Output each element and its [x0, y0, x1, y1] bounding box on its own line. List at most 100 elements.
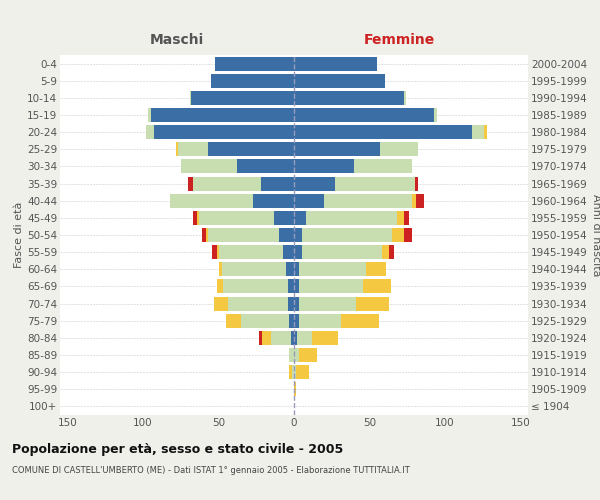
- Y-axis label: Anni di nascita: Anni di nascita: [592, 194, 600, 276]
- Bar: [181, 160, 236, 173]
- Bar: [288, 296, 294, 310]
- Bar: [283, 245, 294, 259]
- Bar: [294, 365, 296, 379]
- Bar: [412, 194, 416, 207]
- Bar: [262, 331, 271, 345]
- Bar: [294, 280, 299, 293]
- Bar: [291, 331, 294, 345]
- Bar: [297, 331, 312, 345]
- Bar: [294, 160, 355, 173]
- Bar: [289, 348, 294, 362]
- Bar: [271, 331, 291, 345]
- Bar: [356, 296, 389, 310]
- Text: COMUNE DI CASTELL'UMBERTO (ME) - Dati ISTAT 1° gennaio 2005 - Elaborazione TUTTI: COMUNE DI CASTELL'UMBERTO (ME) - Dati IS…: [12, 466, 410, 475]
- Bar: [211, 74, 294, 88]
- Bar: [294, 228, 302, 242]
- Bar: [341, 314, 379, 328]
- Bar: [199, 211, 274, 225]
- Bar: [367, 262, 386, 276]
- Bar: [294, 262, 299, 276]
- Bar: [294, 56, 377, 70]
- Bar: [294, 142, 380, 156]
- Bar: [382, 245, 389, 259]
- Bar: [294, 74, 385, 88]
- Bar: [227, 296, 288, 310]
- Bar: [217, 280, 223, 293]
- Bar: [299, 280, 364, 293]
- Bar: [299, 296, 356, 310]
- Bar: [193, 176, 261, 190]
- Bar: [389, 245, 394, 259]
- Bar: [404, 91, 406, 105]
- Bar: [294, 176, 335, 190]
- Bar: [178, 142, 208, 156]
- Bar: [148, 108, 151, 122]
- Bar: [434, 108, 437, 122]
- Bar: [208, 142, 294, 156]
- Bar: [253, 194, 294, 207]
- Bar: [170, 194, 253, 207]
- Bar: [355, 160, 412, 173]
- Bar: [484, 125, 487, 139]
- Bar: [236, 160, 294, 173]
- Bar: [226, 314, 241, 328]
- Bar: [294, 108, 434, 122]
- Bar: [380, 142, 418, 156]
- Bar: [294, 245, 302, 259]
- Bar: [306, 211, 397, 225]
- Bar: [294, 314, 299, 328]
- Bar: [261, 176, 294, 190]
- Bar: [259, 331, 262, 345]
- Bar: [294, 194, 324, 207]
- Bar: [151, 108, 294, 122]
- Bar: [289, 365, 292, 379]
- Bar: [324, 194, 412, 207]
- Bar: [218, 262, 221, 276]
- Bar: [292, 365, 294, 379]
- Bar: [289, 314, 294, 328]
- Bar: [193, 211, 197, 225]
- Bar: [472, 125, 484, 139]
- Bar: [176, 142, 178, 156]
- Bar: [279, 228, 294, 242]
- Bar: [294, 296, 299, 310]
- Text: Maschi: Maschi: [150, 34, 204, 48]
- Bar: [299, 314, 341, 328]
- Bar: [208, 228, 279, 242]
- Bar: [223, 280, 288, 293]
- Bar: [299, 262, 367, 276]
- Bar: [218, 245, 283, 259]
- Bar: [215, 56, 294, 70]
- Bar: [397, 211, 404, 225]
- Bar: [364, 280, 391, 293]
- Bar: [212, 245, 217, 259]
- Bar: [416, 194, 424, 207]
- Bar: [197, 211, 199, 225]
- Bar: [294, 211, 306, 225]
- Text: Popolazione per età, sesso e stato civile - 2005: Popolazione per età, sesso e stato civil…: [12, 442, 343, 456]
- Bar: [221, 262, 286, 276]
- Bar: [415, 176, 418, 190]
- Bar: [294, 382, 296, 396]
- Bar: [404, 228, 412, 242]
- Bar: [312, 331, 338, 345]
- Bar: [294, 125, 472, 139]
- Bar: [392, 228, 404, 242]
- Bar: [294, 91, 404, 105]
- Bar: [302, 245, 382, 259]
- Y-axis label: Fasce di età: Fasce di età: [14, 202, 24, 268]
- Bar: [191, 91, 294, 105]
- Bar: [217, 245, 218, 259]
- Bar: [296, 365, 309, 379]
- Bar: [286, 262, 294, 276]
- Bar: [206, 228, 208, 242]
- Text: Femmine: Femmine: [364, 34, 434, 48]
- Bar: [241, 314, 289, 328]
- Bar: [294, 331, 297, 345]
- Bar: [404, 211, 409, 225]
- Bar: [294, 348, 299, 362]
- Bar: [274, 211, 294, 225]
- Bar: [299, 348, 317, 362]
- Bar: [214, 296, 227, 310]
- Bar: [154, 125, 294, 139]
